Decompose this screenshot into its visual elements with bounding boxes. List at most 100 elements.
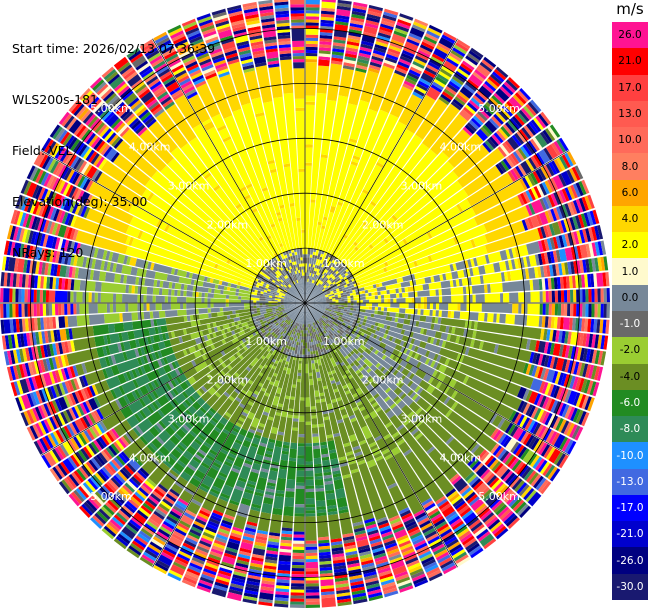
gate-cell (582, 289, 586, 303)
gate-cell (321, 401, 328, 412)
gate-cell (550, 277, 555, 290)
gate-cell (326, 319, 335, 326)
gate-cell (486, 78, 499, 90)
gate-cell (448, 80, 461, 91)
gate-cell (344, 377, 351, 385)
gate-cell (530, 119, 542, 132)
gate-cell (600, 256, 606, 271)
gate-cell (144, 278, 155, 287)
gate-cell (507, 77, 520, 89)
gate-cell (271, 299, 275, 302)
gate-cell (462, 286, 467, 295)
gate-cell (13, 381, 21, 396)
gate-cell (305, 294, 325, 303)
gate-cell (323, 413, 329, 418)
gate-cell (259, 296, 266, 299)
gate-cell (183, 512, 195, 521)
gate-cell (333, 388, 339, 393)
gate-cell (573, 246, 579, 260)
gate-cell (29, 332, 34, 346)
gate-cell (146, 393, 154, 403)
gate-cell (305, 342, 308, 349)
gate-cell (178, 373, 188, 383)
gate-cell (581, 274, 586, 288)
gate-cell (141, 554, 155, 564)
gate-cell (53, 264, 58, 277)
gate-cell (201, 475, 215, 488)
gate-cell (196, 436, 205, 444)
gate-cell (359, 339, 367, 346)
gate-cell (479, 486, 490, 498)
gate-cell (200, 336, 206, 342)
gate-cell (364, 520, 376, 527)
gate-cell (105, 345, 111, 356)
gate-cell (264, 313, 274, 319)
gate-cell (243, 533, 255, 539)
gate-cell (528, 267, 536, 279)
gate-cell (468, 119, 480, 130)
gate-cell (329, 283, 334, 287)
gate-cell (465, 376, 522, 411)
gate-cell (428, 376, 435, 384)
gate-cell (538, 149, 551, 164)
gate-cell (493, 344, 499, 354)
gate-cell (357, 364, 362, 370)
gate-cell (257, 279, 262, 283)
gate-cell (397, 400, 407, 410)
gate-cell (297, 303, 305, 324)
gate-cell (185, 409, 193, 417)
gate-cell (543, 355, 550, 367)
gate-cell (370, 313, 375, 318)
gate-cell (85, 461, 96, 474)
gate-cell (460, 533, 473, 543)
gate-cell (58, 111, 70, 125)
gate-cell (313, 325, 317, 329)
gate-cell (124, 503, 136, 514)
gate-cell (591, 303, 595, 318)
gate-cell (260, 367, 267, 375)
gate-cell (465, 81, 478, 92)
gate-cell (367, 529, 379, 536)
gate-cell (172, 398, 180, 407)
gate-cell (321, 273, 328, 282)
gate-cell (403, 330, 411, 337)
gate-cell (563, 303, 568, 316)
gate-cell (408, 32, 422, 41)
gate-cell (508, 259, 513, 270)
gate-cell (283, 326, 292, 338)
gate-cell (239, 339, 244, 345)
gate-cell (153, 488, 165, 498)
gate-cell (523, 105, 535, 118)
gate-cell (394, 317, 399, 323)
gate-cell (234, 568, 248, 575)
gate-cell (316, 280, 322, 286)
gate-cell (71, 267, 76, 279)
gate-cell (40, 345, 46, 358)
gate-cell (414, 291, 418, 297)
gate-cell (194, 344, 199, 351)
gate-cell (313, 258, 317, 265)
gate-cell (383, 261, 389, 267)
gate-cell (532, 171, 542, 184)
gate-cell (138, 398, 147, 408)
gate-cell (113, 457, 124, 468)
gate-cell (384, 370, 391, 377)
gate-cell (125, 392, 136, 404)
gate-cell (596, 319, 601, 333)
gate-cell (588, 258, 594, 273)
gate-cell (206, 393, 219, 407)
gate-cell (320, 447, 329, 455)
gate-cell (294, 344, 299, 355)
gate-cell (393, 526, 405, 534)
gate-cell (343, 234, 348, 239)
gate-cell (430, 378, 440, 388)
gate-cell (305, 296, 329, 303)
gate-cell (451, 475, 462, 486)
gate-cell (538, 381, 546, 393)
gate-cell (151, 538, 164, 549)
gate-cell (268, 287, 275, 291)
gate-cell (368, 4, 383, 12)
gate-cell (372, 303, 379, 307)
gate-cell (511, 459, 522, 472)
gate-cell (262, 305, 266, 308)
